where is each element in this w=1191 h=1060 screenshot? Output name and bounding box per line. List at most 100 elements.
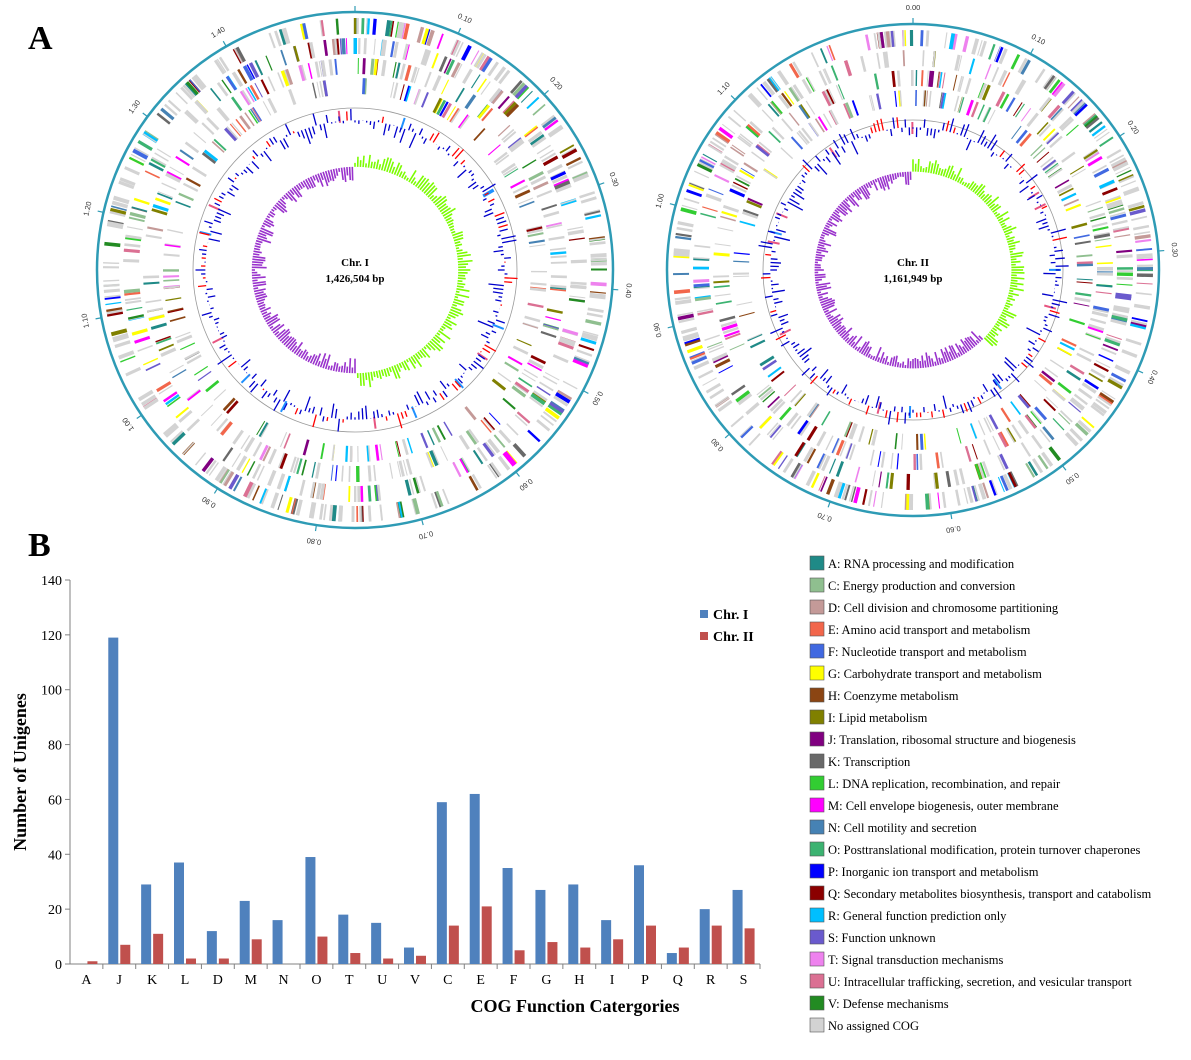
gc-skew-mark: [373, 161, 376, 169]
gc-skew-mark: [1009, 287, 1024, 292]
gc-content-mark: [292, 131, 295, 134]
gene-feature: [1131, 316, 1148, 323]
gc-skew-mark: [997, 217, 1004, 222]
gene-feature: [104, 294, 121, 298]
gene-feature: [1133, 224, 1150, 231]
cog-legend-label: No assigned COG: [828, 1019, 919, 1033]
gc-skew-mark: [974, 183, 984, 195]
rna-feature: [1044, 304, 1057, 310]
gc-content-mark: [1047, 228, 1050, 231]
gc-skew-mark: [283, 194, 289, 200]
gc-content-mark: [849, 128, 856, 140]
gene-feature: [1093, 233, 1111, 239]
gene-feature: [979, 462, 987, 478]
gc-content-mark: [949, 407, 952, 413]
gc-skew-mark: [451, 306, 462, 312]
gene-feature: [835, 461, 844, 478]
gc-content-mark: [771, 283, 779, 286]
gc-content-mark: [1054, 249, 1064, 253]
gene-feature: [1070, 99, 1083, 112]
bar-chr1-N: [272, 920, 283, 964]
scale-tick: [222, 40, 227, 47]
gc-content-mark: [284, 124, 292, 136]
gc-skew-mark: [268, 318, 281, 327]
gene-feature: [421, 28, 430, 45]
gene-feature: [589, 295, 606, 300]
gc-skew-mark: [816, 248, 829, 253]
gene-feature: [144, 170, 160, 179]
gene-feature: [362, 78, 366, 95]
gene-feature: [112, 332, 129, 342]
gene-feature: [546, 224, 563, 230]
gene-feature: [782, 458, 794, 474]
gene-feature: [922, 50, 925, 67]
gc-skew-mark: [388, 161, 395, 173]
gene-feature: [854, 466, 861, 483]
gc-skew-mark: [324, 354, 331, 370]
gene-feature: [335, 465, 338, 482]
gene-feature: [390, 41, 396, 58]
gene-feature: [675, 235, 692, 241]
gc-content-mark: [199, 231, 210, 236]
gene-feature: [540, 330, 557, 339]
gene-feature: [487, 464, 498, 479]
gc-content-mark: [223, 340, 225, 342]
gene-feature: [145, 299, 162, 304]
gc-skew-mark: [819, 296, 829, 302]
cog-legend-label: A: RNA processing and modification: [828, 557, 1015, 571]
gc-content-mark: [214, 202, 221, 207]
gene-feature: [158, 343, 175, 352]
gene-feature: [201, 457, 215, 473]
gc-skew-mark: [826, 313, 832, 318]
gene-feature: [441, 102, 452, 119]
gc-skew-mark: [931, 358, 935, 367]
gene-feature: [739, 169, 755, 180]
gc-content-mark: [460, 159, 466, 165]
gene-feature: [451, 39, 459, 55]
gc-content-mark: [234, 177, 237, 180]
gene-feature: [528, 239, 545, 245]
gc-content-mark: [337, 418, 341, 432]
gene-feature: [536, 385, 551, 396]
gene-feature: [792, 463, 803, 479]
gene-feature: [160, 107, 175, 121]
gene-feature: [951, 33, 958, 50]
gene-feature: [779, 406, 792, 421]
gene-feature: [806, 425, 818, 442]
gc-skew-mark: [1002, 225, 1012, 231]
cog-legend-swatch: [809, 577, 825, 593]
gc-skew-mark: [846, 335, 855, 344]
gc-skew-mark: [949, 170, 955, 180]
scale-tick: [1137, 369, 1144, 374]
bar-chr1-J: [108, 637, 119, 964]
gc-skew-mark: [340, 167, 344, 181]
gene-feature: [225, 75, 237, 91]
gc-content-mark: [990, 389, 996, 397]
rna-feature: [280, 400, 288, 413]
gc-skew-mark: [255, 239, 263, 244]
gene-feature: [678, 317, 695, 324]
rna-feature: [1034, 203, 1046, 211]
gc-skew-mark: [889, 357, 893, 366]
gc-skew-mark: [450, 228, 455, 232]
gene-feature: [1134, 234, 1151, 240]
cog-legend-label: G: Carbohydrate transport and metabolism: [828, 667, 1042, 681]
gc-skew-mark: [454, 241, 461, 245]
gene-feature: [493, 151, 508, 164]
gene-feature: [527, 130, 543, 144]
gc-content-mark: [764, 295, 773, 299]
gene-feature: [118, 350, 135, 360]
cog-legend-label: K: Transcription: [828, 755, 911, 769]
gc-skew-mark: [1001, 224, 1007, 229]
gc-skew-mark: [963, 340, 972, 351]
gc-skew-mark: [393, 365, 401, 379]
gene-feature: [885, 31, 891, 48]
gene-feature: [1078, 419, 1092, 432]
gene-feature: [550, 275, 567, 279]
gc-content-mark: [470, 173, 475, 177]
gene-feature: [1120, 180, 1137, 188]
gc-content-mark: [1007, 375, 1011, 379]
bar-chr2-F: [514, 950, 525, 964]
gene-feature: [1051, 81, 1064, 96]
gene-feature: [1020, 442, 1032, 457]
